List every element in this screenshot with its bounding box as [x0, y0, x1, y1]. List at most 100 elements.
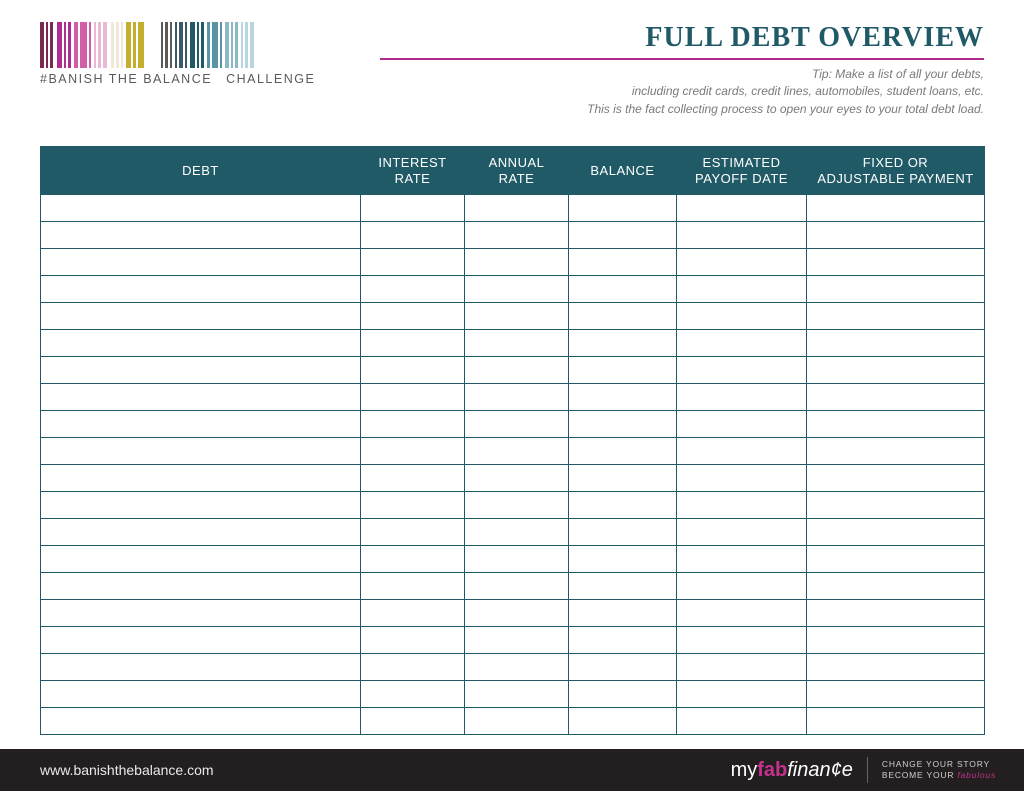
table-cell[interactable]: [41, 573, 361, 600]
table-cell[interactable]: [41, 303, 361, 330]
table-cell[interactable]: [41, 546, 361, 573]
table-cell[interactable]: [569, 276, 677, 303]
table-cell[interactable]: [465, 438, 569, 465]
table-cell[interactable]: [41, 708, 361, 735]
table-cell[interactable]: [569, 519, 677, 546]
table-cell[interactable]: [465, 384, 569, 411]
table-cell[interactable]: [677, 303, 807, 330]
table-cell[interactable]: [677, 519, 807, 546]
table-cell[interactable]: [569, 654, 677, 681]
table-cell[interactable]: [41, 384, 361, 411]
table-cell[interactable]: [465, 330, 569, 357]
table-cell[interactable]: [361, 546, 465, 573]
table-cell[interactable]: [807, 195, 985, 222]
table-cell[interactable]: [677, 681, 807, 708]
table-cell[interactable]: [361, 276, 465, 303]
table-cell[interactable]: [569, 438, 677, 465]
table-cell[interactable]: [41, 465, 361, 492]
table-cell[interactable]: [465, 222, 569, 249]
table-cell[interactable]: [569, 681, 677, 708]
table-cell[interactable]: [361, 681, 465, 708]
table-cell[interactable]: [807, 546, 985, 573]
table-cell[interactable]: [361, 708, 465, 735]
table-cell[interactable]: [361, 357, 465, 384]
table-cell[interactable]: [807, 438, 985, 465]
table-cell[interactable]: [807, 519, 985, 546]
table-cell[interactable]: [41, 222, 361, 249]
table-cell[interactable]: [569, 195, 677, 222]
table-cell[interactable]: [361, 384, 465, 411]
table-cell[interactable]: [807, 357, 985, 384]
table-cell[interactable]: [41, 330, 361, 357]
table-cell[interactable]: [807, 627, 985, 654]
table-cell[interactable]: [807, 330, 985, 357]
table-cell[interactable]: [677, 330, 807, 357]
table-cell[interactable]: [41, 681, 361, 708]
table-cell[interactable]: [465, 573, 569, 600]
table-cell[interactable]: [361, 519, 465, 546]
table-cell[interactable]: [807, 222, 985, 249]
table-cell[interactable]: [807, 411, 985, 438]
table-cell[interactable]: [361, 627, 465, 654]
table-cell[interactable]: [677, 384, 807, 411]
table-cell[interactable]: [465, 492, 569, 519]
table-cell[interactable]: [677, 492, 807, 519]
table-cell[interactable]: [41, 276, 361, 303]
table-cell[interactable]: [807, 276, 985, 303]
table-cell[interactable]: [569, 573, 677, 600]
table-cell[interactable]: [677, 573, 807, 600]
table-cell[interactable]: [361, 438, 465, 465]
table-cell[interactable]: [677, 222, 807, 249]
table-cell[interactable]: [361, 600, 465, 627]
table-cell[interactable]: [569, 627, 677, 654]
table-cell[interactable]: [677, 546, 807, 573]
table-cell[interactable]: [465, 276, 569, 303]
table-cell[interactable]: [465, 249, 569, 276]
table-cell[interactable]: [807, 303, 985, 330]
table-cell[interactable]: [677, 438, 807, 465]
table-cell[interactable]: [677, 411, 807, 438]
table-cell[interactable]: [677, 276, 807, 303]
table-cell[interactable]: [569, 465, 677, 492]
table-cell[interactable]: [569, 222, 677, 249]
table-cell[interactable]: [807, 708, 985, 735]
table-cell[interactable]: [465, 627, 569, 654]
table-cell[interactable]: [569, 600, 677, 627]
table-cell[interactable]: [677, 249, 807, 276]
table-cell[interactable]: [569, 492, 677, 519]
table-cell[interactable]: [677, 600, 807, 627]
table-cell[interactable]: [361, 222, 465, 249]
table-cell[interactable]: [361, 573, 465, 600]
table-cell[interactable]: [465, 681, 569, 708]
table-cell[interactable]: [465, 357, 569, 384]
table-cell[interactable]: [465, 303, 569, 330]
table-cell[interactable]: [569, 411, 677, 438]
table-cell[interactable]: [569, 249, 677, 276]
table-cell[interactable]: [807, 465, 985, 492]
table-cell[interactable]: [41, 195, 361, 222]
table-cell[interactable]: [41, 627, 361, 654]
table-cell[interactable]: [465, 195, 569, 222]
table-cell[interactable]: [569, 303, 677, 330]
table-cell[interactable]: [361, 249, 465, 276]
table-cell[interactable]: [569, 330, 677, 357]
table-cell[interactable]: [361, 492, 465, 519]
table-cell[interactable]: [677, 654, 807, 681]
table-cell[interactable]: [569, 384, 677, 411]
table-cell[interactable]: [465, 411, 569, 438]
table-cell[interactable]: [41, 411, 361, 438]
table-cell[interactable]: [41, 600, 361, 627]
table-cell[interactable]: [41, 654, 361, 681]
table-cell[interactable]: [465, 600, 569, 627]
table-cell[interactable]: [41, 438, 361, 465]
table-cell[interactable]: [677, 627, 807, 654]
table-cell[interactable]: [361, 195, 465, 222]
table-cell[interactable]: [807, 600, 985, 627]
table-cell[interactable]: [677, 195, 807, 222]
table-cell[interactable]: [465, 708, 569, 735]
table-cell[interactable]: [41, 492, 361, 519]
table-cell[interactable]: [807, 654, 985, 681]
table-cell[interactable]: [569, 708, 677, 735]
table-cell[interactable]: [465, 546, 569, 573]
table-cell[interactable]: [361, 654, 465, 681]
